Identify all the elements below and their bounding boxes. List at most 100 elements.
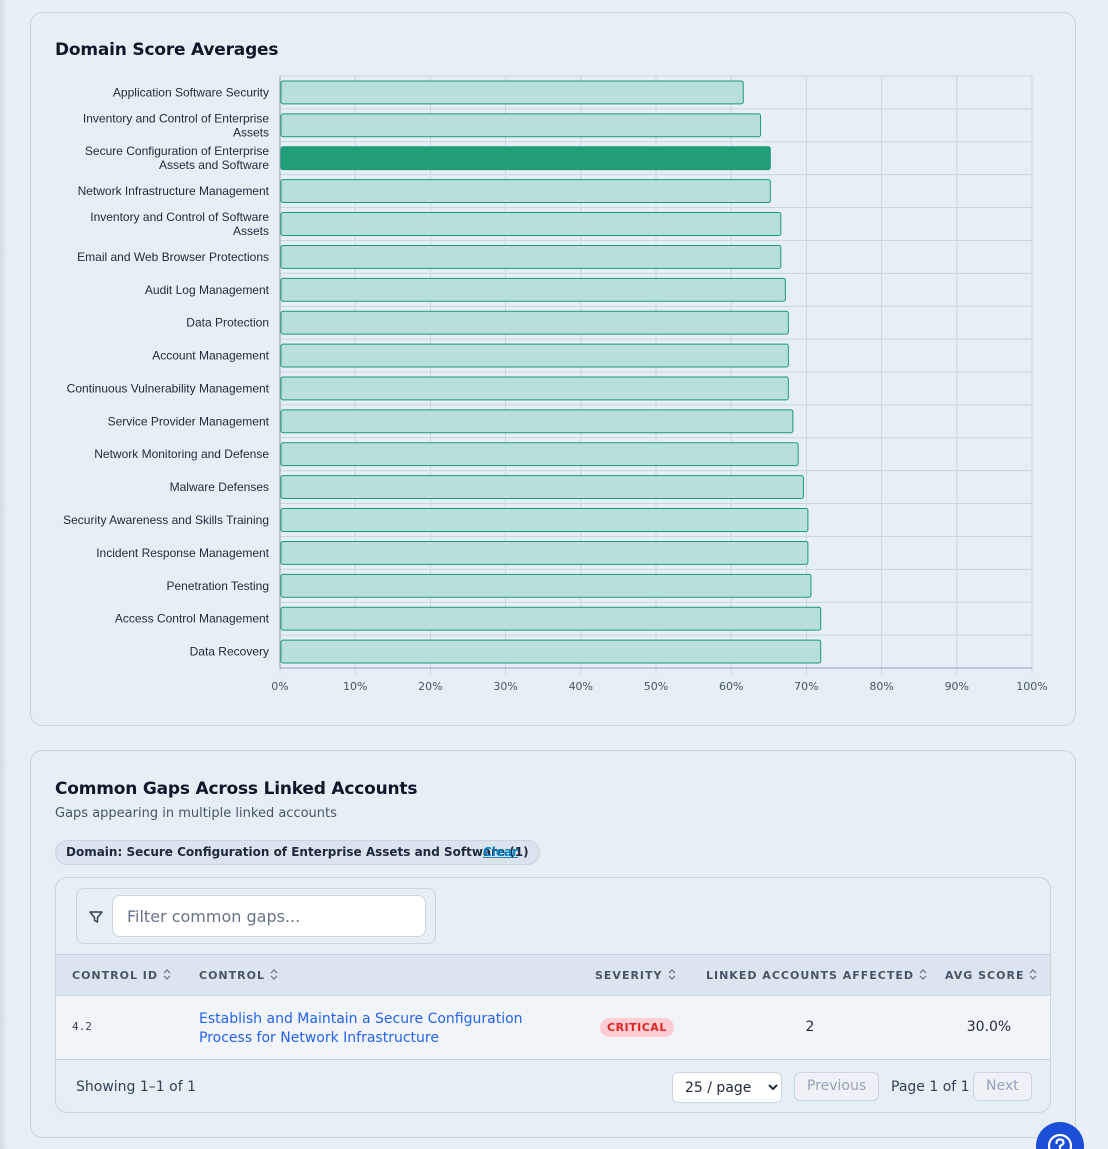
bar-account-management[interactable] — [280, 343, 789, 368]
category-label-line: Assets and Software — [159, 158, 269, 172]
category-label: Service Provider Management — [108, 414, 270, 428]
bar-data-protection[interactable] — [280, 310, 789, 335]
bar-data-recovery[interactable] — [280, 639, 822, 664]
category-label: Malware Defenses — [170, 480, 269, 494]
bar-inventory-and-control-of-software-assets[interactable] — [280, 212, 782, 236]
sort-icon — [668, 969, 675, 980]
avg-score-cell: 30.0% — [966, 1019, 1012, 1035]
category-label: Penetration Testing — [166, 579, 269, 593]
category-label-line: Network Monitoring and Defense — [94, 447, 269, 461]
category-label-line: Malware Defenses — [170, 480, 269, 494]
category-label: Inventory and Control of Software Assets — [90, 210, 269, 238]
category-label-line: Inventory and Control of Enterprise — [83, 111, 269, 125]
category-label-line: Continuous Vulnerability Management — [67, 381, 270, 395]
category-label: Email and Web Browser Protections — [77, 250, 269, 264]
column-label: LINKED ACCOUNTS AFFECTED — [706, 969, 914, 982]
linked-accounts-cell: 2 — [805, 1019, 815, 1035]
category-label: Secure Configuration of Enterprise Assets… — [85, 144, 269, 172]
category-label: Network Infrastructure Management — [78, 184, 270, 198]
bar-application-software-security[interactable] — [280, 80, 744, 105]
bar-access-control-management[interactable] — [280, 606, 822, 631]
category-label-line: Access Control Management — [115, 612, 270, 626]
category-label-line: Security Awareness and Skills Training — [63, 513, 269, 527]
table-row[interactable]: 4.2 Establish and Maintain a Secure Conf… — [56, 996, 1050, 1060]
bar-network-monitoring-and-defense[interactable] — [280, 442, 799, 467]
control-link[interactable]: Establish and Maintain a Secure Configur… — [199, 1011, 523, 1046]
bar-security-awareness-and-skills-training[interactable] — [280, 508, 809, 532]
domain-score-card: Domain Score Averages 0% 10% 20% 30% 40% 50% 6… — [30, 12, 1076, 726]
category-label-line: Account Management — [152, 349, 269, 363]
x-tick-label: 80% — [869, 680, 893, 693]
column-label: CONTROL — [199, 969, 265, 982]
category-label: Inventory and Control of Enterprise Asset… — [83, 111, 269, 139]
window-edge — [0, 0, 8, 1149]
bar-inventory-and-control-of-enterprise-assets[interactable] — [280, 113, 762, 138]
column-header-linked-accounts[interactable]: LINKED ACCOUNTS AFFECTED — [706, 969, 927, 982]
next-button[interactable]: Next — [973, 1072, 1032, 1101]
category-label-line: Assets — [233, 224, 269, 238]
x-tick-label: 70% — [794, 680, 818, 693]
category-label-line: Assets — [233, 125, 269, 139]
category-label: Incident Response Management — [96, 546, 269, 560]
x-tick-label: 50% — [644, 680, 668, 693]
x-tick-label: 10% — [343, 680, 367, 693]
sort-icon — [270, 969, 278, 980]
category-label: Access Control Management — [115, 612, 270, 626]
category-label-line: Email and Web Browser Protections — [77, 250, 269, 264]
category-label-line: Service Provider Management — [108, 414, 270, 428]
category-label: Audit Log Management — [145, 283, 270, 297]
x-tick-label: 30% — [493, 680, 517, 693]
category-label-line: Penetration Testing — [166, 579, 269, 593]
page-info: Page 1 of 1 — [891, 1079, 970, 1095]
x-tick-label: 100% — [1016, 680, 1047, 693]
help-button[interactable] — [1036, 1122, 1084, 1149]
category-label-line: Secure Configuration of Enterprise — [85, 144, 269, 158]
column-label: AVG SCORE — [945, 969, 1025, 982]
domain-score-chart: 0% 10% 20% 30% 40% 50% 60% 70% 80% 90% 100% Applica… — [63, 75, 1048, 693]
category-label: Data Protection — [186, 316, 269, 330]
x-tick-label: 90% — [945, 680, 969, 693]
bar-penetration-testing[interactable] — [280, 573, 812, 598]
bar-service-provider-management[interactable] — [280, 409, 794, 434]
category-label-line: Inventory and Control of Software — [90, 210, 269, 224]
category-label: Application Software Security — [113, 85, 269, 99]
bar-continuous-vulnerability-management[interactable] — [280, 376, 789, 401]
previous-button[interactable]: Previous — [794, 1072, 880, 1101]
x-tick-label: 20% — [418, 680, 442, 693]
filter-input[interactable] — [112, 895, 426, 937]
category-label: Network Monitoring and Defense — [94, 447, 269, 461]
bar-network-infrastructure-management[interactable] — [280, 179, 771, 204]
sort-icon — [163, 969, 171, 980]
x-tick-label: 60% — [719, 680, 743, 693]
filter-box — [76, 888, 436, 944]
gaps-table: CONTROL ID CONTROL SEVERITY LINKED ACCOU… — [55, 877, 1051, 1113]
page-size-select[interactable]: 25 / page — [672, 1072, 782, 1103]
bar-audit-log-management[interactable] — [280, 277, 786, 302]
column-label: SEVERITY — [595, 969, 663, 982]
category-label-line: Application Software Security — [113, 85, 269, 99]
x-tick-label: 0% — [271, 680, 288, 693]
column-header-severity[interactable]: SEVERITY — [595, 969, 676, 982]
category-label-line: Audit Log Management — [145, 283, 270, 297]
severity-badge: CRITICAL — [600, 1018, 674, 1037]
control-id-cell: 4.2 — [72, 1020, 92, 1033]
column-header-avg-score[interactable]: AVG SCORE — [945, 969, 1037, 982]
domain-filter-chip[interactable]: Domain: Secure Configuration of Enterpri… — [55, 840, 540, 865]
bar-secure-configuration-of-enterprise-assets-and-software[interactable] — [280, 146, 771, 171]
clear-filter-link[interactable]: Clear — [483, 845, 519, 859]
sort-icon — [1030, 969, 1037, 980]
bar-email-and-web-browser-protections[interactable] — [280, 244, 782, 269]
bar-malware-defenses[interactable] — [280, 475, 804, 500]
column-header-control[interactable]: CONTROL — [199, 969, 278, 982]
category-label: Account Management — [152, 349, 269, 363]
chart-title: Domain Score Averages — [55, 40, 279, 60]
bar-incident-response-management[interactable] — [280, 540, 809, 565]
category-label: Security Awareness and Skills Training — [63, 513, 269, 527]
x-tick-label: 40% — [569, 680, 593, 693]
showing-count: Showing 1–1 of 1 — [76, 1079, 196, 1095]
category-label-line: Network Infrastructure Management — [78, 184, 270, 198]
column-header-control-id[interactable]: CONTROL ID — [72, 969, 171, 982]
category-label-line: Data Protection — [186, 316, 269, 330]
category-label: Data Recovery — [190, 645, 269, 659]
sort-icon — [919, 969, 927, 980]
